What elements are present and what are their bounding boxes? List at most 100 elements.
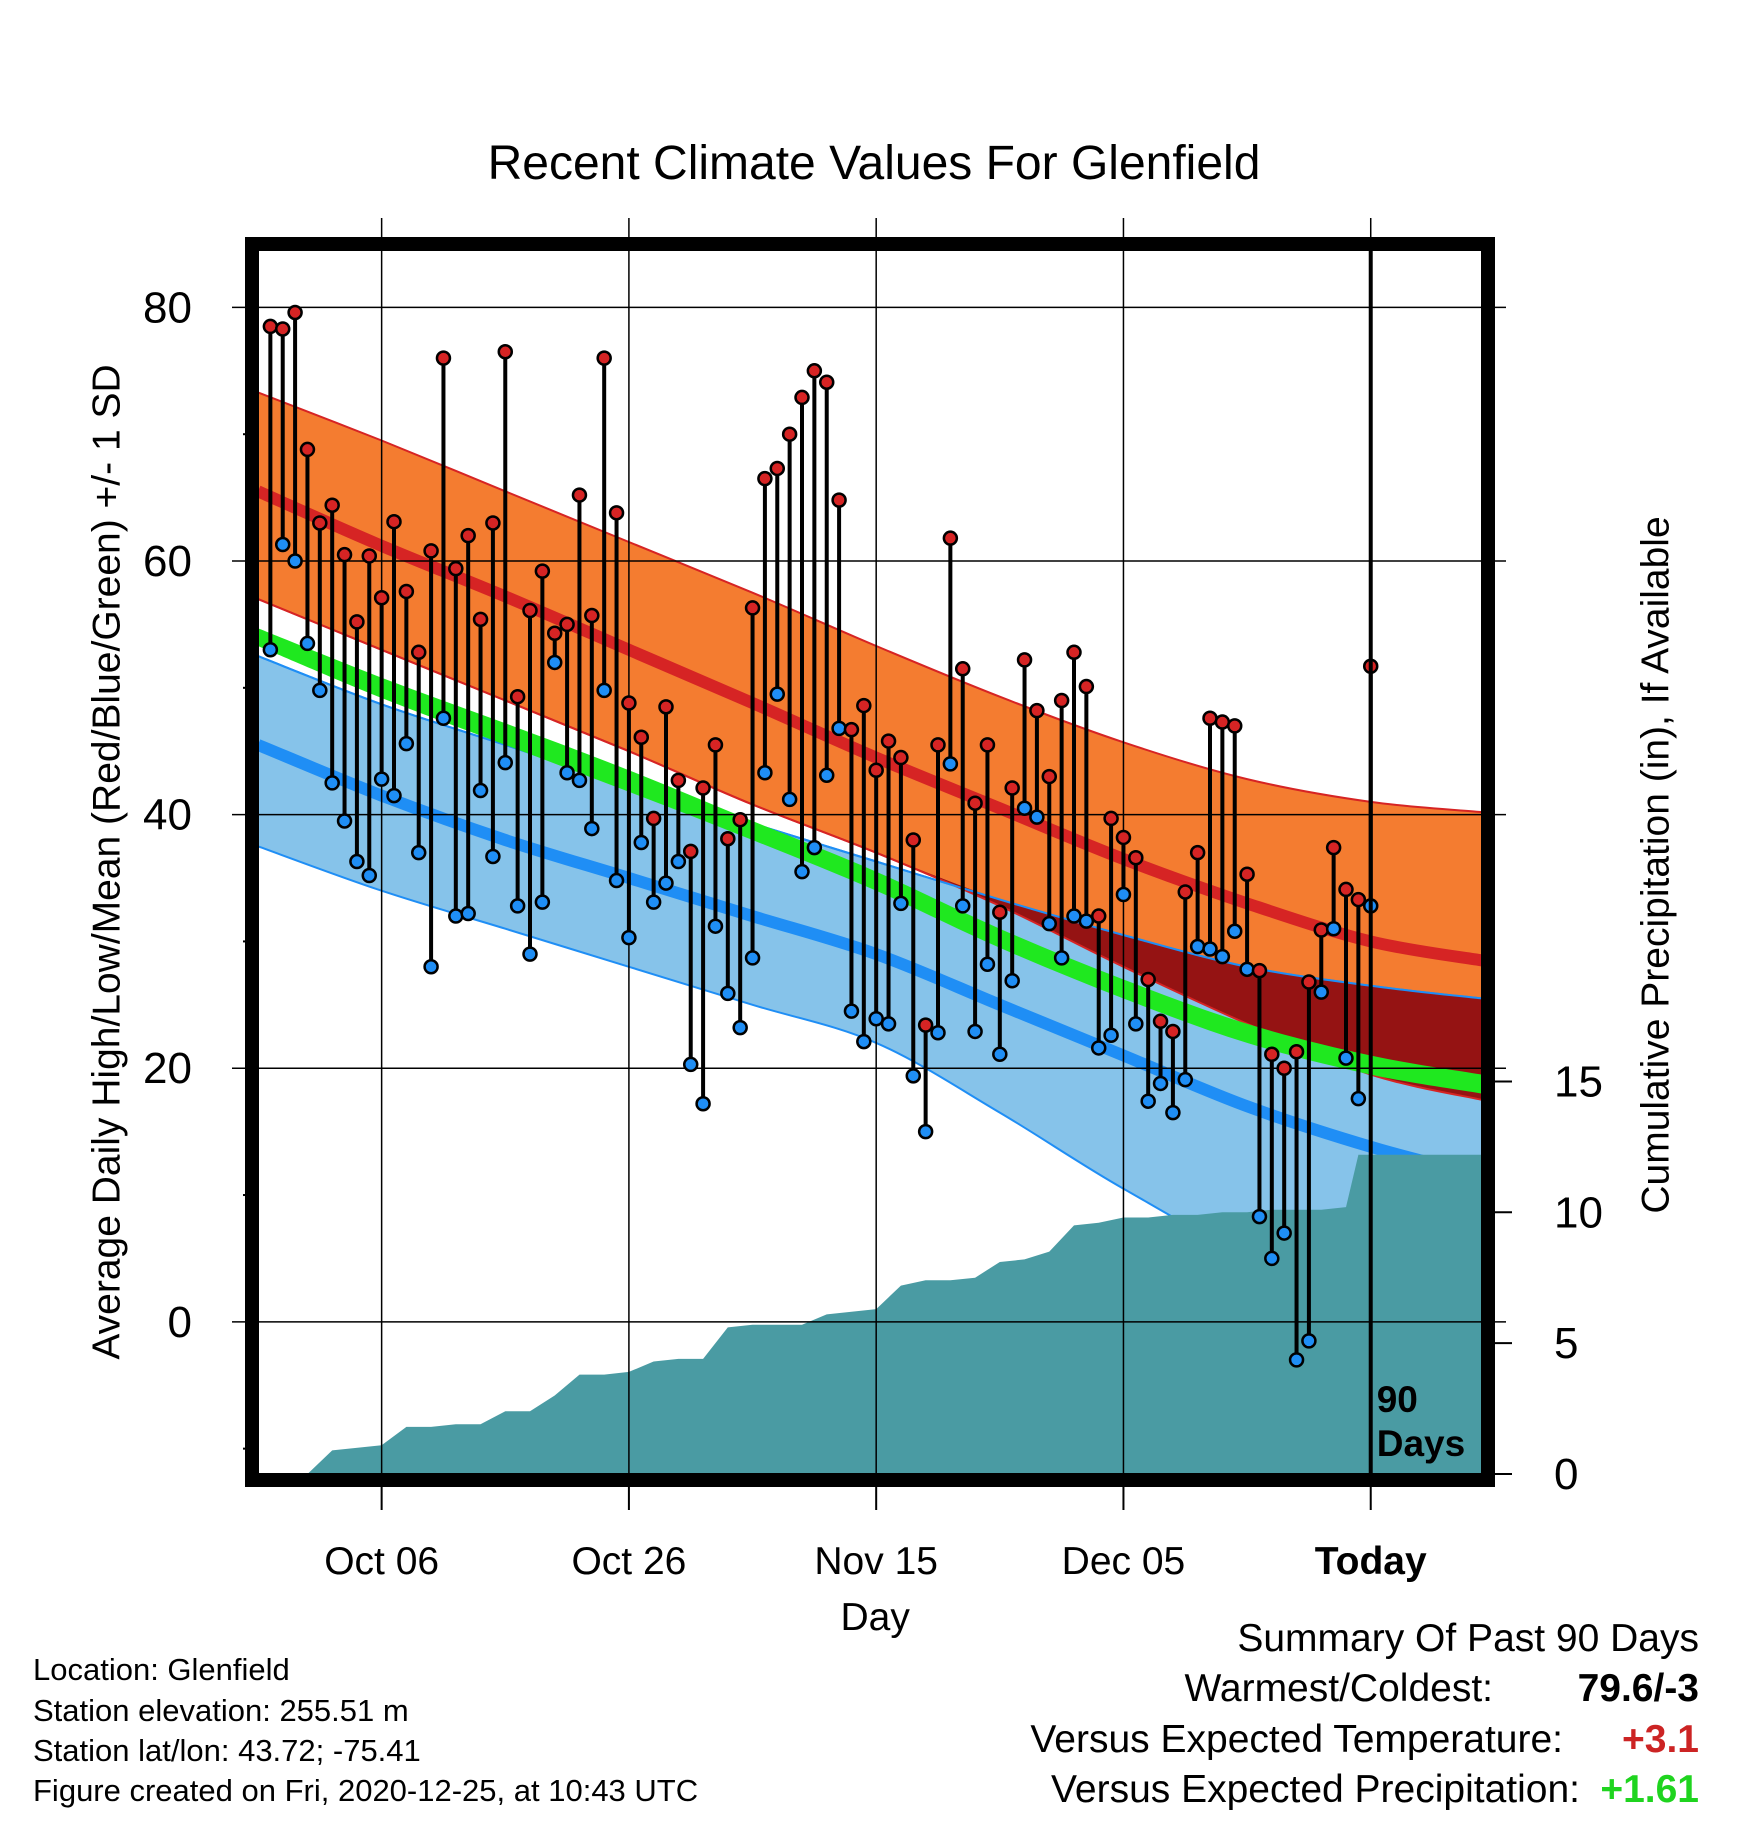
y-tick-label: 20 [143, 1044, 192, 1093]
daily-low-point [274, 536, 291, 553]
daily-low-point [720, 985, 736, 1002]
daily-low-point [1313, 984, 1330, 1000]
daily-low-point [732, 1019, 748, 1036]
daily-high-point [559, 616, 575, 633]
daily-high-point [1189, 844, 1206, 861]
daily-low-point [1004, 972, 1020, 989]
daily-low-point [893, 895, 909, 912]
daily-low-point [979, 956, 996, 972]
plot-frame [245, 237, 1495, 1487]
daily-high-point [1264, 1046, 1280, 1063]
daily-low-point [349, 853, 365, 870]
location-text: Location: Glenfield [33, 1652, 290, 1687]
daily-high-point [1078, 678, 1095, 695]
y-tick-label: 80 [143, 283, 192, 332]
daily-high-point [472, 611, 489, 628]
daily-high-point [880, 733, 897, 749]
daily-low-point [868, 1011, 884, 1027]
y-tick-label: 0 [168, 1298, 192, 1347]
daily-low-point [571, 772, 588, 789]
daily-low-point [645, 894, 662, 910]
daily-high-point [1202, 710, 1218, 726]
daily-low-point [497, 754, 514, 771]
daily-high-point [1251, 962, 1268, 979]
daily-high-point [720, 830, 736, 847]
daily-low-point [1214, 948, 1231, 965]
daily-low-point [1152, 1075, 1169, 1092]
daily-high-point [1301, 974, 1317, 990]
daily-high-point [1288, 1043, 1305, 1060]
daily-high-point [324, 497, 340, 513]
daily-high-point [905, 832, 922, 848]
daily-low-point [1090, 1040, 1107, 1056]
daily-high-point [992, 904, 1008, 921]
daily-low-point [386, 787, 402, 804]
daily-high-point [645, 810, 662, 827]
daily-low-point [1239, 961, 1255, 978]
daily-low-point [1115, 886, 1132, 903]
daily-low-point [880, 1016, 897, 1032]
daily-low-point [1041, 915, 1058, 932]
daily-low-point [757, 765, 773, 781]
daily-high-point [596, 350, 612, 366]
daily-high-point [942, 530, 959, 546]
daily-high-point [930, 737, 946, 753]
daily-low-point [1301, 1333, 1317, 1349]
today-days-label-1: 90 [1377, 1379, 1418, 1420]
daily-high-point [423, 543, 439, 559]
daily-high-point [1016, 652, 1033, 668]
daily-low-point [448, 908, 464, 924]
daily-low-point [794, 863, 810, 880]
daily-low-point [336, 813, 353, 829]
chart-title: Recent Climate Values For Glenfield [487, 137, 1261, 190]
daily-low-point [472, 782, 489, 799]
daily-high-point [831, 492, 847, 508]
daily-high-point [1115, 829, 1132, 846]
daily-high-point [658, 699, 674, 715]
daily-high-point [1128, 849, 1144, 866]
daily-low-point [992, 1046, 1008, 1063]
daily-low-point [522, 946, 538, 962]
daily-low-point [1029, 809, 1045, 825]
daily-high-point [460, 527, 476, 544]
daily-high-point [818, 374, 835, 390]
daily-high-point [497, 344, 514, 360]
latlon-text: Station lat/lon: 43.72; -75.41 [33, 1733, 421, 1768]
daily-low-point [856, 1033, 872, 1050]
precip-versus-value: +1.61 [1600, 1768, 1699, 1811]
daily-high-point [312, 515, 328, 531]
daily-high-point [1066, 644, 1082, 661]
daily-low-point [1338, 1050, 1354, 1066]
daily-low-point [682, 1056, 699, 1073]
daily-high-point [435, 350, 452, 366]
daily-low-point [596, 682, 612, 699]
daily-high-point [410, 644, 427, 661]
daily-high-point [398, 583, 415, 600]
daily-low-point [1078, 913, 1095, 929]
daily-low-point [1165, 1104, 1181, 1121]
daily-low-point [435, 710, 452, 726]
daily-high-point [336, 546, 353, 563]
daily-high-point [856, 697, 872, 714]
daily-high-point [287, 304, 303, 321]
daily-high-point [373, 590, 390, 606]
daily-high-point [1313, 922, 1330, 938]
daily-high-point [893, 749, 909, 766]
x-tick-label: Nov 15 [814, 1540, 938, 1583]
daily-low-point [967, 1023, 983, 1040]
daily-low-point [534, 894, 551, 910]
daily-low-point [707, 918, 724, 934]
daily-high-point [682, 843, 699, 860]
daily-high-point [1226, 718, 1243, 734]
created-text: Figure created on Fri, 2020-12-25, at 10… [33, 1773, 699, 1808]
daily-high-point [757, 470, 773, 487]
summary-heading: Summary Of Past 90 Days [1237, 1617, 1699, 1660]
daily-low-point [1264, 1250, 1280, 1267]
daily-low-point [398, 735, 415, 752]
y-tick-label: 60 [143, 537, 192, 586]
x-tick-label: Oct 26 [571, 1540, 686, 1583]
daily-low-point [818, 767, 835, 784]
daily-high-point [571, 487, 588, 503]
daily-low-point [262, 642, 279, 658]
